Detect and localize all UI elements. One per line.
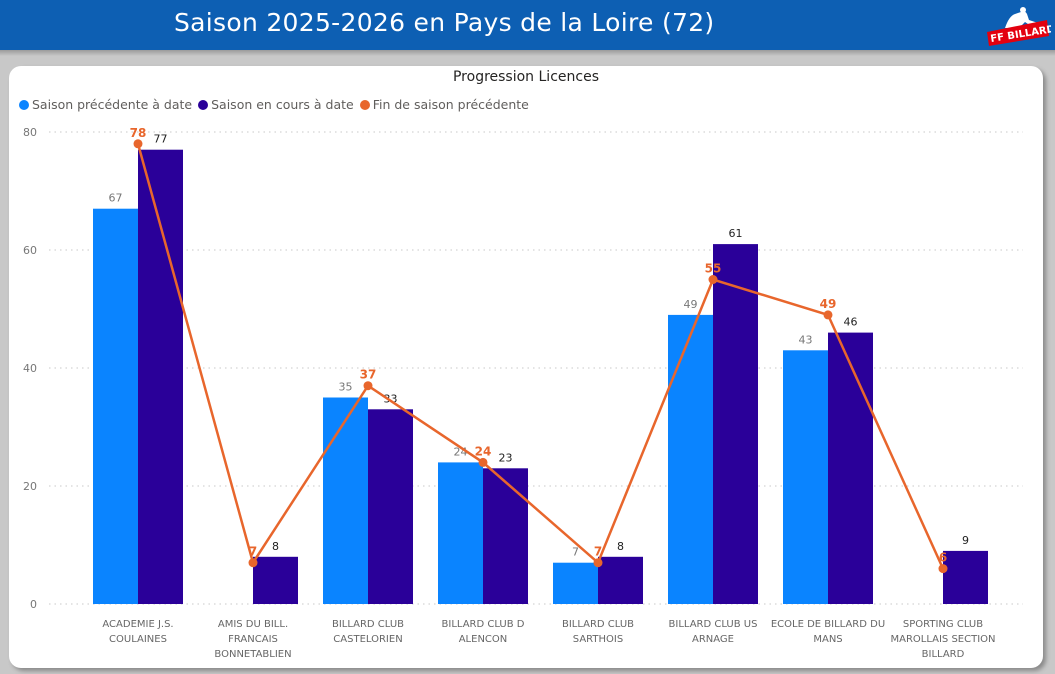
x-category-label: COULAINES: [109, 634, 167, 645]
data-label-prev-to-date: 49: [684, 298, 698, 311]
data-label-prev-to-date: 35: [339, 381, 353, 394]
bar-current-to-date: [828, 332, 873, 604]
data-label-current-to-date: 46: [844, 316, 858, 329]
data-label-current-to-date: 8: [617, 540, 624, 553]
x-category-label: ALENCON: [459, 634, 508, 645]
bar-current-to-date: [483, 468, 528, 604]
x-category-label: BILLARD CLUB US: [669, 619, 758, 630]
y-tick-label: 20: [23, 480, 37, 493]
x-category-label: BILLARD CLUB: [562, 619, 634, 630]
data-label-prev-to-date: 43: [799, 333, 813, 346]
data-label-end-prev-season: 7: [594, 545, 602, 559]
legend-label: Saison en cours à date: [211, 97, 354, 112]
y-tick-label: 80: [23, 126, 37, 139]
chart-legend: Saison précédente à date Saison en cours…: [19, 97, 535, 112]
data-label-current-to-date: 9: [962, 534, 969, 547]
y-tick-label: 40: [23, 362, 37, 375]
x-category-label: ECOLE DE BILLARD DU: [771, 619, 885, 630]
bar-prev-to-date: [668, 314, 713, 604]
line-point-end-prev-season: [363, 381, 373, 391]
bar-current-to-date: [713, 244, 758, 604]
data-label-end-prev-season: 37: [360, 368, 377, 382]
line-point-end-prev-season: [938, 564, 948, 574]
line-point-end-prev-season: [248, 558, 258, 568]
bar-prev-to-date: [783, 350, 828, 604]
line-end-prev-season: [136, 143, 945, 570]
data-label-end-prev-season: 49: [820, 297, 837, 311]
line-point-end-prev-season: [133, 139, 143, 149]
x-category-label: ARNAGE: [692, 634, 734, 645]
chart-title: Progression Licences: [452, 69, 599, 85]
legend-item-prev-to-date[interactable]: Saison précédente à date: [19, 97, 192, 112]
x-category-label: FRANCAIS: [228, 634, 278, 645]
y-tick-label: 0: [30, 598, 37, 611]
data-label-current-to-date: 77: [154, 133, 168, 146]
x-category-label: ACADEMIE J.S.: [102, 619, 173, 630]
legend-item-end-prev-season[interactable]: Fin de saison précédente: [359, 97, 529, 112]
legend-dot-icon: [359, 99, 370, 110]
bar-current-to-date: [943, 550, 988, 604]
x-category-label: CASTELORIEN: [333, 634, 402, 645]
data-label-current-to-date: 23: [499, 451, 513, 464]
header-shadow: [0, 50, 1055, 56]
data-label-end-prev-season: 55: [705, 262, 722, 276]
bar-prev-to-date: [438, 462, 483, 604]
x-category-label: MANS: [813, 634, 842, 645]
ff-billard-logo: FF BILLARD: [987, 7, 1051, 46]
bar-current-to-date: [253, 556, 298, 604]
x-category-label: SARTHOIS: [573, 634, 623, 645]
bar-current-to-date: [598, 556, 643, 604]
data-label-end-prev-season: 24: [475, 444, 492, 458]
y-tick-label: 60: [23, 244, 37, 257]
bar-current-to-date: [138, 149, 183, 604]
line-point-end-prev-season: [478, 457, 488, 467]
data-label-prev-to-date: 67: [109, 192, 123, 205]
legend-item-current-to-date[interactable]: Saison en cours à date: [198, 97, 354, 112]
line-point-end-prev-season: [708, 275, 718, 284]
header-bar: Saison 2025-2026 en Pays de la Loire (72…: [0, 0, 1055, 50]
bar-prev-to-date: [323, 397, 368, 604]
x-category-label: BILLARD: [922, 649, 965, 660]
x-category-label: MAROLLAIS SECTION: [890, 634, 995, 645]
bar-prev-to-date: [93, 208, 138, 604]
chart-card: Progression Licences Saison précédente à…: [9, 66, 1043, 668]
bar-prev-to-date: [553, 562, 598, 604]
data-label-end-prev-season: 78: [130, 126, 147, 140]
x-category-label: BILLARD CLUB D: [442, 619, 525, 630]
line-point-end-prev-season: [593, 558, 603, 568]
line-point-end-prev-season: [823, 310, 833, 320]
x-category-label: BILLARD CLUB: [332, 619, 404, 630]
data-label-current-to-date: 61: [729, 227, 743, 240]
legend-dot-icon: [198, 99, 209, 110]
legend-label: Saison précédente à date: [32, 97, 193, 112]
data-label-end-prev-season: 7: [249, 545, 257, 559]
x-category-label: SPORTING CLUB: [903, 619, 983, 630]
data-label-current-to-date: 8: [272, 540, 279, 553]
bar-current-to-date: [368, 409, 413, 604]
legend-dot-icon: [19, 99, 29, 110]
x-category-label: BONNETABLIEN: [214, 649, 291, 660]
legend-label: Fin de saison précédente: [372, 97, 529, 112]
data-label-end-prev-season: 6: [939, 551, 947, 565]
x-category-label: AMIS DU BILL.: [218, 619, 288, 630]
data-label-prev-to-date: 7: [572, 546, 579, 559]
page-title: Saison 2025-2026 en Pays de la Loire (72…: [174, 8, 715, 37]
